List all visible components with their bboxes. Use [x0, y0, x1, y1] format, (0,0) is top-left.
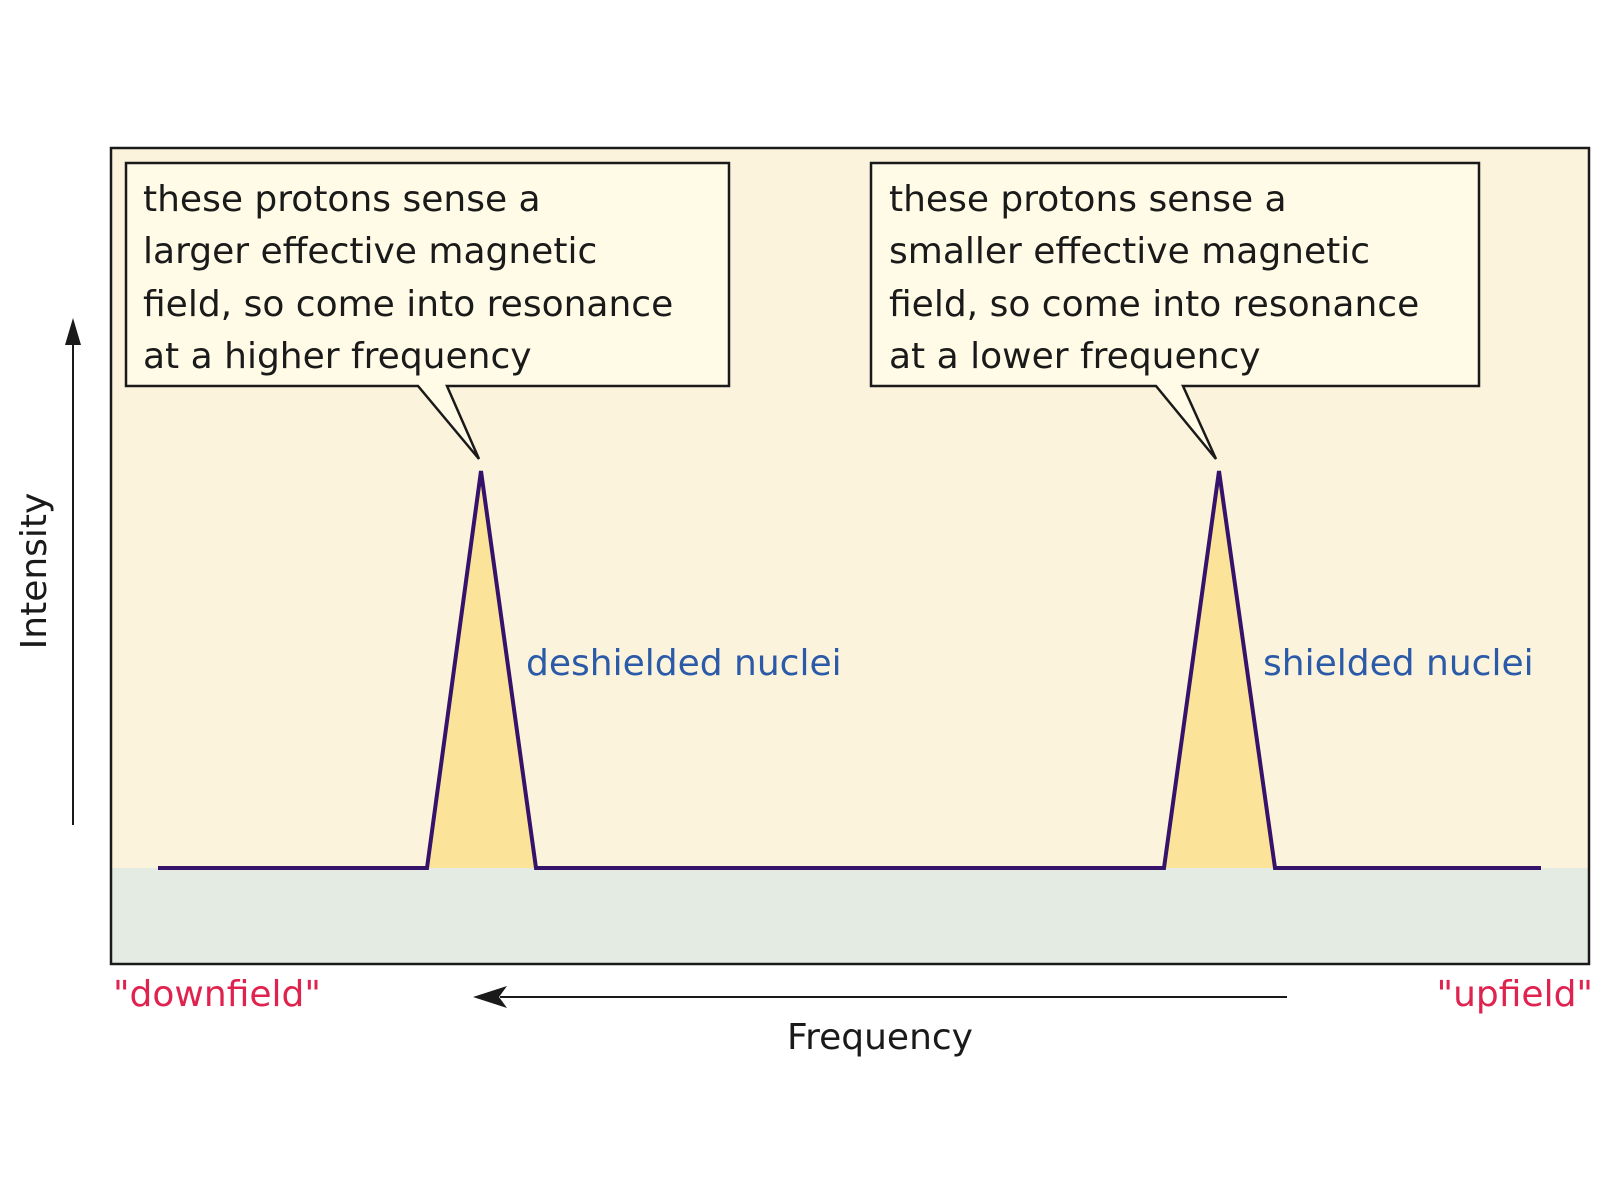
- callout-right-line-1: these protons sense a: [889, 179, 1287, 220]
- shielded-nuclei-label: shielded nuclei: [1263, 643, 1534, 684]
- intensity-arrow: [65, 318, 81, 825]
- frequency-axis-label: Frequency: [787, 1017, 973, 1058]
- spectrum-line: [158, 470, 1541, 870]
- callout-left-line-3: field, so come into resonance: [143, 284, 673, 325]
- intensity-axis-label: Intensity: [14, 493, 55, 650]
- callout-left-line-2: larger effective magnetic: [143, 231, 597, 272]
- callout-right-bubble: [869, 161, 1481, 460]
- plot-frame: [109, 146, 1591, 966]
- callout-left: these protons sense a larger effective m…: [124, 161, 731, 460]
- callout-right-line-3: field, so come into resonance: [889, 284, 1419, 325]
- callout-left-line-1: these protons sense a: [143, 179, 541, 220]
- shielded-peak-fill: [1164, 471, 1275, 868]
- callout-left-line-4: at a higher frequency: [143, 336, 532, 377]
- callout-left-bubble: [124, 161, 731, 460]
- deshielded-nuclei-label: deshielded nuclei: [526, 643, 842, 684]
- deshielded-peak-fill: [427, 471, 536, 868]
- downfield-label: "downfield": [113, 974, 321, 1015]
- frequency-arrow: [473, 986, 1287, 1008]
- callout-right-line-4: at a lower frequency: [889, 336, 1261, 377]
- callout-right-line-2: smaller effective magnetic: [889, 231, 1370, 272]
- callout-right: these protons sense a smaller effective …: [869, 161, 1481, 460]
- baseline-band: [111, 868, 1589, 964]
- upfield-label: "upfield": [1437, 974, 1593, 1015]
